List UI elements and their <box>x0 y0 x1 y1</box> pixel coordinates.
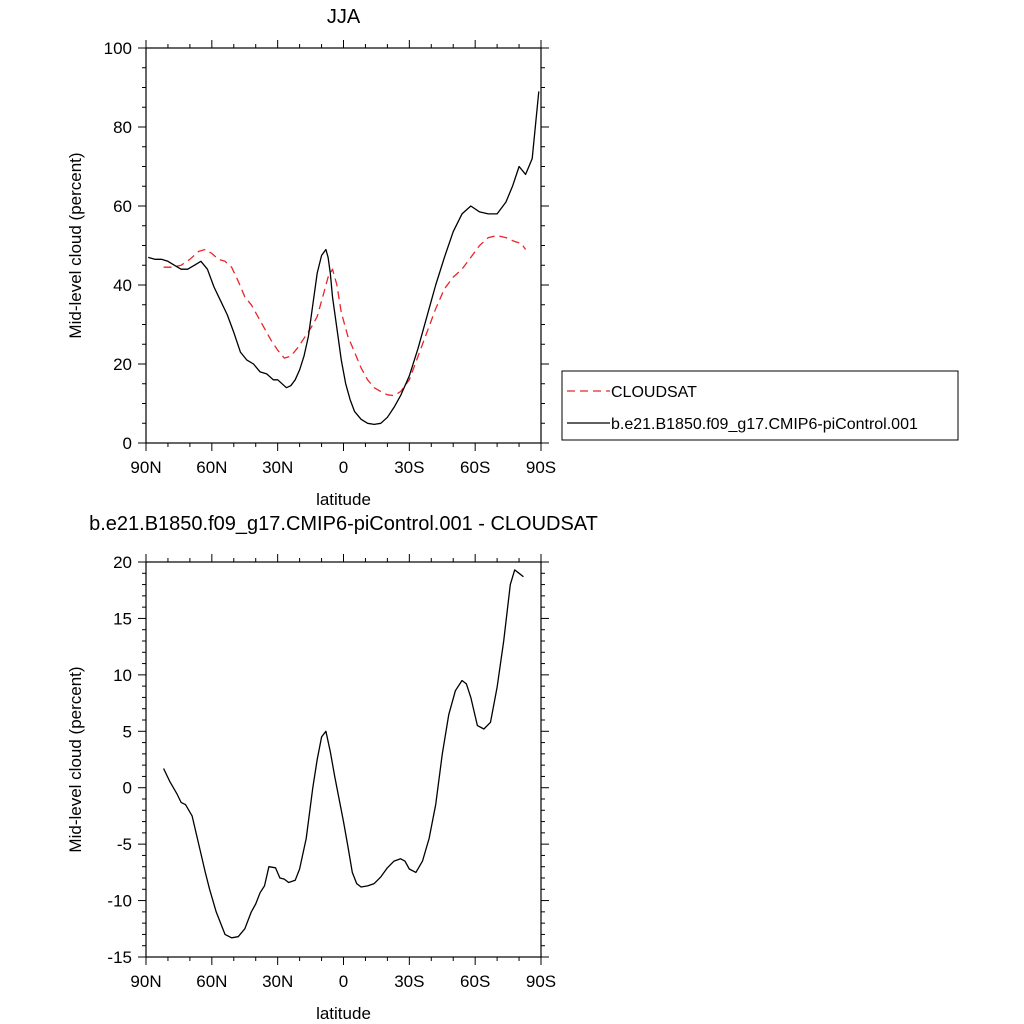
y-tick-label: 60 <box>113 197 132 216</box>
x-axis-label: latitude <box>316 1004 371 1023</box>
y-tick-label: 5 <box>123 722 132 741</box>
x-tick-label: 0 <box>339 458 348 477</box>
x-tick-label: 30N <box>262 458 293 477</box>
series-line-2-1 <box>163 569 524 939</box>
series-line-1-1 <box>163 234 527 397</box>
legend-box <box>561 370 959 441</box>
legend: CLOUDSAT b.e21.B1850.f09_g17.CMIP6-piCont… <box>561 370 959 441</box>
chart-title: JJA <box>327 6 361 28</box>
x-axis-label: latitude <box>316 490 371 509</box>
y-tick-label: -5 <box>117 835 132 854</box>
x-tick-label: 0 <box>339 972 348 991</box>
x-tick-label: 60N <box>196 458 227 477</box>
chart-title: b.e21.B1850.f09_g17.CMIP6-piControl.001 … <box>89 513 598 535</box>
x-tick-label: 30S <box>394 972 424 991</box>
x-tick-label: 90N <box>130 458 161 477</box>
y-axis-label: Mid-level cloud (percent) <box>66 152 85 338</box>
x-tick-label: 30N <box>262 972 293 991</box>
y-tick-label: 0 <box>123 779 132 798</box>
x-tick-label: 90S <box>526 458 556 477</box>
x-tick-label: 90N <box>130 972 161 991</box>
y-tick-label: 100 <box>104 39 132 58</box>
y-tick-label: -15 <box>107 948 132 967</box>
legend-label-2: b.e21.B1850.f09_g17.CMIP6-piControl.001 <box>611 416 918 433</box>
plot-frame <box>145 561 542 958</box>
x-tick-label: 90S <box>526 972 556 991</box>
x-tick-label: 60S <box>460 972 490 991</box>
y-tick-label: 20 <box>113 355 132 374</box>
chart-bottom-difference: b.e21.B1850.f09_g17.CMIP6-piControl.001 … <box>66 513 598 1023</box>
y-axis-label: Mid-level cloud (percent) <box>66 666 85 852</box>
y-tick-label: 0 <box>123 434 132 453</box>
legend-label-1: CLOUDSAT <box>611 384 697 401</box>
series-line-1-2 <box>148 91 540 426</box>
y-tick-label: 80 <box>113 118 132 137</box>
y-tick-label: 40 <box>113 276 132 295</box>
x-tick-label: 60S <box>460 458 490 477</box>
plot-frame <box>145 47 542 444</box>
x-tick-label: 30S <box>394 458 424 477</box>
y-tick-label: 20 <box>113 553 132 572</box>
y-tick-label: 15 <box>113 609 132 628</box>
chart-top-jja: JJA 90N 60N 30N 0 30S 60S 90S 0 20 40 60 80 100 latitu… <box>66 6 556 509</box>
y-tick-label: 10 <box>113 666 132 685</box>
y-tick-label: -10 <box>107 892 132 911</box>
x-tick-label: 60N <box>196 972 227 991</box>
